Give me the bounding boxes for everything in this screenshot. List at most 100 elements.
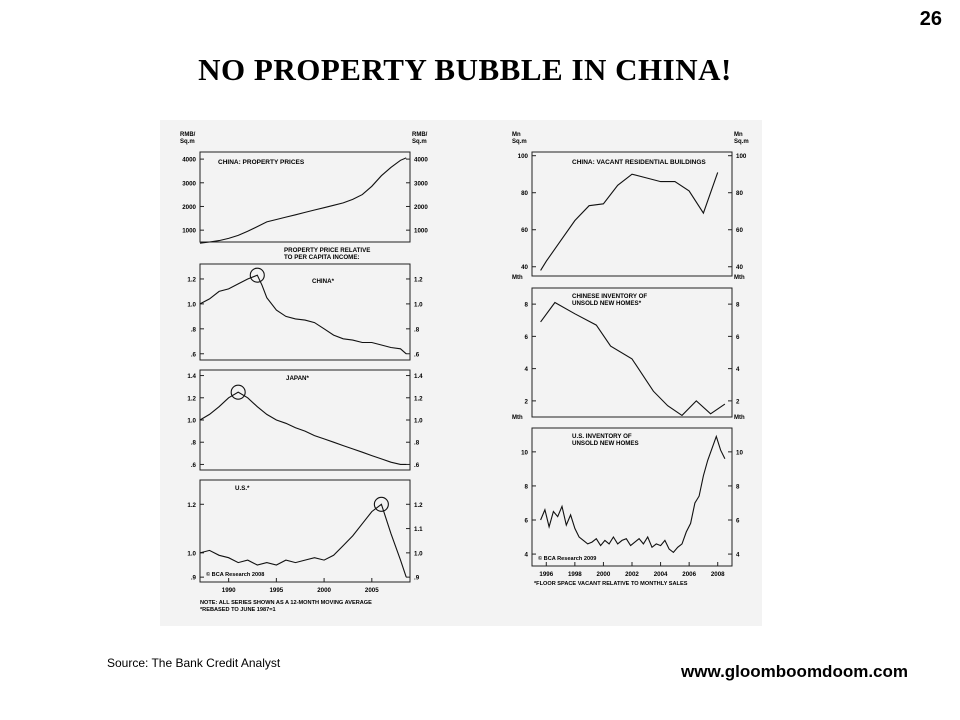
panel-6-ytick-label-left: 6 xyxy=(525,334,529,341)
panel-7-ytick-label-right: 6 xyxy=(736,518,740,525)
panel-1-series-line xyxy=(199,157,407,244)
panel-4-series-line xyxy=(199,503,407,578)
panel-5-unit-label-left: Sq.m xyxy=(512,139,527,145)
panel-7-ytick-label-right: 4 xyxy=(736,552,740,559)
panel-7-unit-label-right: Mth xyxy=(734,415,745,421)
panel-2-peak-circle xyxy=(249,267,265,283)
panel-5-ytick-label-right: 100 xyxy=(736,153,747,160)
panel-4-ytick-label-left: .9 xyxy=(191,575,197,582)
panel-7-ytick-label-left: 4 xyxy=(525,552,529,559)
panel-3-peak-circle xyxy=(230,384,246,400)
panel-7-ytick-label-left: 10 xyxy=(521,449,528,456)
panel-1-frame xyxy=(199,151,411,243)
panel-3-frame xyxy=(199,369,411,471)
panel-1-ytick-label-right: 3000 xyxy=(414,180,428,187)
panel-5-series-line xyxy=(540,172,719,271)
panel-5-ytick-label-left: 60 xyxy=(521,227,528,234)
panel-3-ytick-label-left: .6 xyxy=(191,462,197,469)
panel-4-xtick-label: 2000 xyxy=(317,587,331,594)
panel-1-ytick-label-left: 1000 xyxy=(182,228,196,235)
panel-4-note: NOTE: ALL SERIES SHOWN AS A 12-MONTH MOV… xyxy=(200,600,372,606)
panel-4-ytick-label-left: 1.0 xyxy=(187,550,196,557)
panel-5-frame xyxy=(531,151,733,277)
panel-5-unit-label-right: Sq.m xyxy=(734,139,749,145)
panel-3-ytick-label-right: 1.2 xyxy=(414,395,423,402)
panel-7-title: U.S. INVENTORY OF xyxy=(572,433,632,440)
panel-6-unit-label-right: Mth xyxy=(734,275,745,281)
panel-2-ytick-label-left: .8 xyxy=(191,326,197,333)
panel-5-ytick-label-right: 40 xyxy=(736,264,743,271)
panel-7-xtick-label: 2002 xyxy=(625,571,639,578)
panel-6-ytick-label-right: 6 xyxy=(736,334,740,341)
panel-2-ytick-label-right: 1.2 xyxy=(414,276,423,283)
panel-4-xtick-label: 1995 xyxy=(269,587,283,594)
panel-2-title: PROPERTY PRICE RELATIVE xyxy=(284,247,370,254)
panel-2-ytick-label-right: 1.0 xyxy=(414,301,423,308)
panel-1-title: CHINA: PROPERTY PRICES xyxy=(218,159,305,166)
panel-1-unit-label-left: RMB/ xyxy=(180,132,196,138)
panel-4-frame xyxy=(199,479,411,583)
source-note: Source: The Bank Credit Analyst xyxy=(107,656,281,670)
panel-4-ytick-label-right: 1.1 xyxy=(414,526,423,533)
panel-1-unit-label-left: Sq.m xyxy=(180,139,195,145)
panel-3-ytick-label-right: 1.0 xyxy=(414,418,423,425)
panel-6-ytick-label-right: 4 xyxy=(736,366,740,373)
panel-6-frame xyxy=(531,287,733,418)
page-number: 26 xyxy=(919,8,942,30)
panel-5-unit-label-left: Mn xyxy=(512,132,521,138)
panel-5-ytick-label-right: 60 xyxy=(736,227,743,234)
panel-2-ytick-label-right: .8 xyxy=(414,326,420,333)
panel-6-series-line xyxy=(540,301,726,417)
panel-1-ytick-label-left: 2000 xyxy=(182,204,196,211)
panel-4-ytick-label-right: 1.0 xyxy=(414,550,423,557)
panel-6-ytick-label-right: 8 xyxy=(736,302,740,309)
panel-7-frame xyxy=(531,427,733,567)
panel-3-ytick-label-right: .8 xyxy=(414,440,420,447)
slide-title: NO PROPERTY BUBBLE IN CHINA! xyxy=(198,52,732,87)
panel-2-ytick-label-right: .6 xyxy=(414,351,420,358)
panel-6-ytick-label-left: 4 xyxy=(525,366,529,373)
panel-4-ytick-label-left: 1.2 xyxy=(187,502,196,509)
panel-7-unit-label-left: Mth xyxy=(512,415,523,421)
panel-4-peak-circle xyxy=(373,496,389,512)
panel-5-ytick-label-right: 80 xyxy=(736,190,743,197)
panel-7-xtick-label: 2008 xyxy=(711,571,725,578)
panel-5-ytick-label-left: 100 xyxy=(518,153,529,160)
panel-7-copyright: © BCA Research 2009 xyxy=(538,555,596,562)
panel-2-series-label: CHINA* xyxy=(312,278,335,285)
panel-3-series-line xyxy=(199,391,407,465)
panel-1-ytick-label-right: 2000 xyxy=(414,204,428,211)
panel-4-note: *REBASED TO JUNE 1987=1 xyxy=(200,607,276,613)
panel-4-copyright: © BCA Research 2008 xyxy=(206,571,264,578)
panel-7-ytick-label-left: 8 xyxy=(525,483,529,490)
panel-7-note: *FLOOR SPACE VACANT RELATIVE TO MONTHLY … xyxy=(534,581,688,587)
panel-3-series-label: JAPAN* xyxy=(286,375,310,382)
panel-3-ytick-label-right: .6 xyxy=(414,462,420,469)
panel-6-ytick-label-left: 8 xyxy=(525,302,529,309)
panel-3-ytick-label-left: 1.2 xyxy=(187,395,196,402)
panel-2-ytick-label-left: 1.0 xyxy=(187,301,196,308)
panel-2-series-line xyxy=(199,274,407,355)
panel-7-ytick-label-right: 8 xyxy=(736,483,740,490)
panel-6-unit-label-left: Mth xyxy=(512,275,523,281)
panel-3-ytick-label-right: 1.4 xyxy=(414,373,423,380)
panel-7-ytick-label-right: 10 xyxy=(736,449,743,456)
panel-3-ytick-label-left: 1.0 xyxy=(187,418,196,425)
panel-2-title: TO PER CAPITA INCOME: xyxy=(284,254,360,261)
panel-1-unit-label-right: RMB/ xyxy=(412,132,428,138)
panel-6-title: UNSOLD NEW HOMES* xyxy=(572,300,642,307)
panel-1-ytick-label-right: 4000 xyxy=(414,157,428,164)
panel-4-series-label: U.S.* xyxy=(235,485,250,492)
panel-2-ytick-label-left: 1.2 xyxy=(187,276,196,283)
panel-2-ytick-label-left: .6 xyxy=(191,351,197,358)
panel-6-ytick-label-right: 2 xyxy=(736,398,740,405)
chart-figure: 1000 2000 3000 4000 1000 2000 3000 4000 RMB/RMB/… xyxy=(160,120,762,626)
panel-5-title: CHINA: VACANT RESIDENTIAL BUILDINGS xyxy=(572,159,706,166)
chart-svg: 1000 2000 3000 4000 1000 2000 3000 4000 RMB/RMB/… xyxy=(180,132,749,613)
panel-3-ytick-label-left: .8 xyxy=(191,440,197,447)
panel-5-ytick-label-left: 40 xyxy=(521,264,528,271)
panel-1-ytick-label-right: 1000 xyxy=(414,228,428,235)
panel-4-ytick-label-right: .9 xyxy=(414,575,420,582)
panel-5-unit-label-right: Mn xyxy=(734,132,743,138)
panel-4-xtick-label: 1990 xyxy=(222,587,236,594)
